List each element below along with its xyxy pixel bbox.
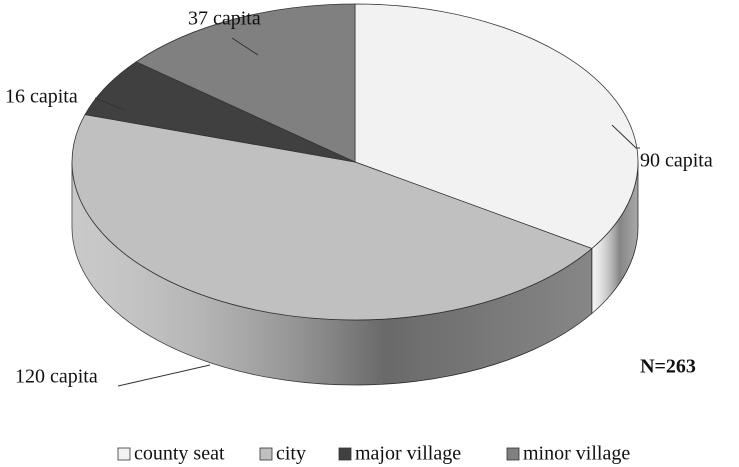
data-label: 90 capita (640, 150, 713, 172)
slice-side-shade (591, 162, 638, 314)
legend-label: major village (355, 443, 461, 465)
legend-label: city (276, 443, 306, 465)
legend-label: county seat (134, 443, 225, 465)
slice-side-shade (72, 162, 592, 386)
annotation: N=263 (640, 356, 696, 378)
legend-swatch (259, 447, 273, 461)
slice (71, 114, 593, 321)
legend-swatch (338, 447, 352, 461)
legend-swatch (506, 447, 520, 461)
slice (135, 3, 356, 163)
data-label: 37 capita (188, 8, 261, 30)
leader-line (231, 37, 259, 56)
legend-swatch (117, 447, 131, 461)
slice (354, 3, 639, 249)
leader-line (611, 124, 640, 149)
data-label: 16 capita (5, 86, 78, 108)
data-label: 120 capita (15, 366, 98, 388)
leader-line (117, 364, 211, 387)
leader-line (94, 97, 126, 111)
legend-label: minor village (523, 443, 630, 465)
